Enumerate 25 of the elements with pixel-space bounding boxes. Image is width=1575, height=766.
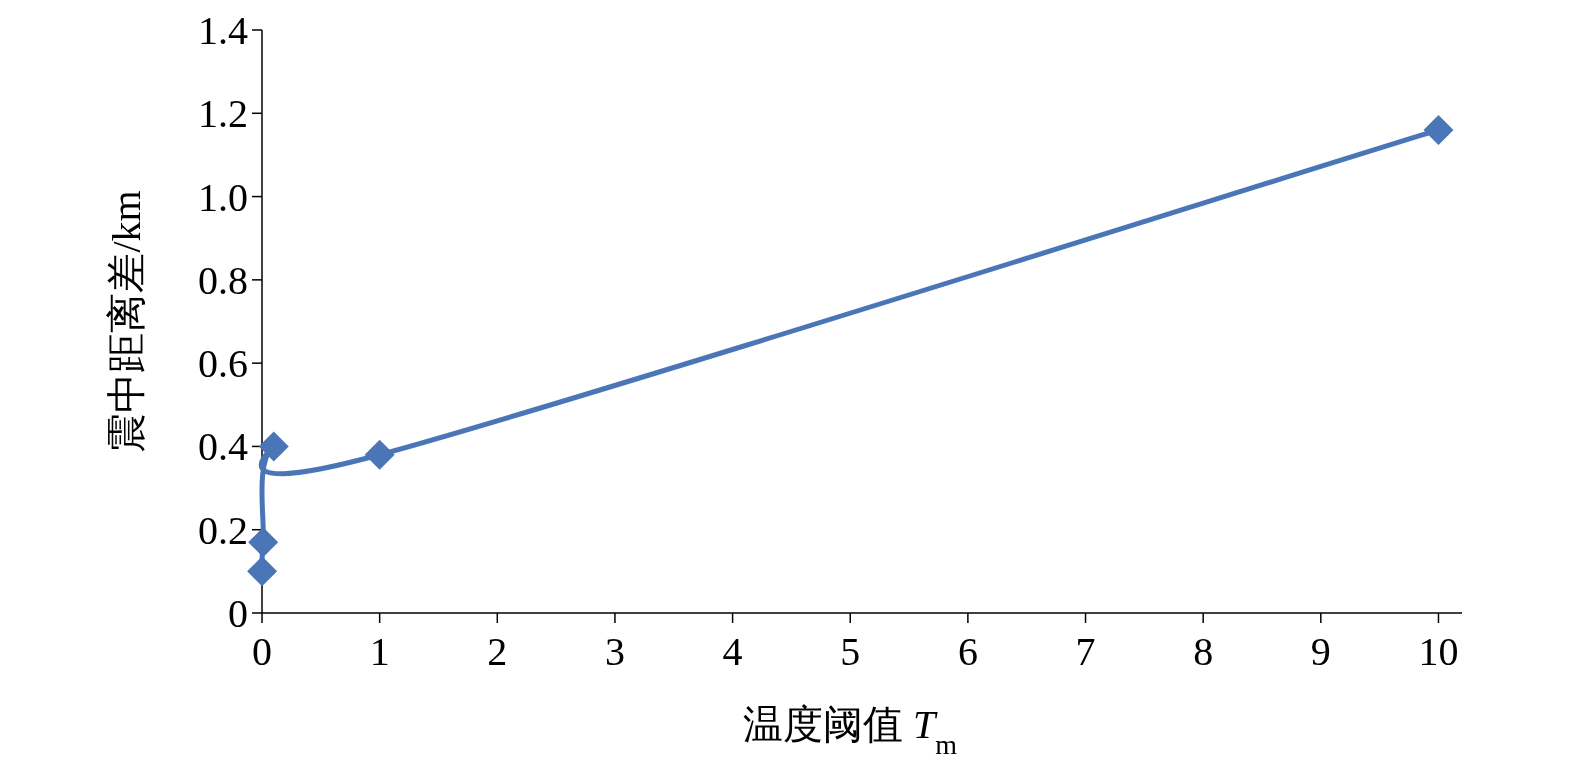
point [258, 431, 289, 462]
x-tick-label: 3 [604, 629, 625, 674]
x-axis-title: 温度阈值 T$_{m}$ [742, 702, 958, 760]
y-tick-label: 1.4 [198, 8, 248, 53]
y-tick-label: 0.6 [198, 341, 248, 387]
x-tick-label: 6 [957, 629, 978, 674]
x-tick-label: 4 [722, 629, 743, 674]
x-tick-label: 2 [487, 629, 508, 674]
point [1423, 114, 1454, 145]
y-tick-label: 0.2 [198, 507, 248, 553]
y-tick-label: 1.2 [198, 91, 248, 137]
point [248, 527, 279, 558]
y-tick-label: 0.4 [198, 424, 248, 470]
point [364, 439, 395, 470]
x-tick-label: 9 [1310, 629, 1331, 674]
point [247, 556, 278, 587]
y-tick-label: 0 [228, 591, 248, 636]
x-tick-label: 5 [840, 629, 861, 674]
y-tick-label: 1.0 [198, 174, 248, 220]
x-tick-label: 10 [1418, 629, 1459, 674]
y-axis-title: 震中距离差/km [104, 190, 149, 453]
y-tick-label: 0.8 [198, 257, 248, 303]
x-tick-label: 8 [1193, 629, 1214, 674]
x-tick-label: 1 [369, 629, 390, 674]
x-tick-label: 7 [1075, 629, 1096, 674]
